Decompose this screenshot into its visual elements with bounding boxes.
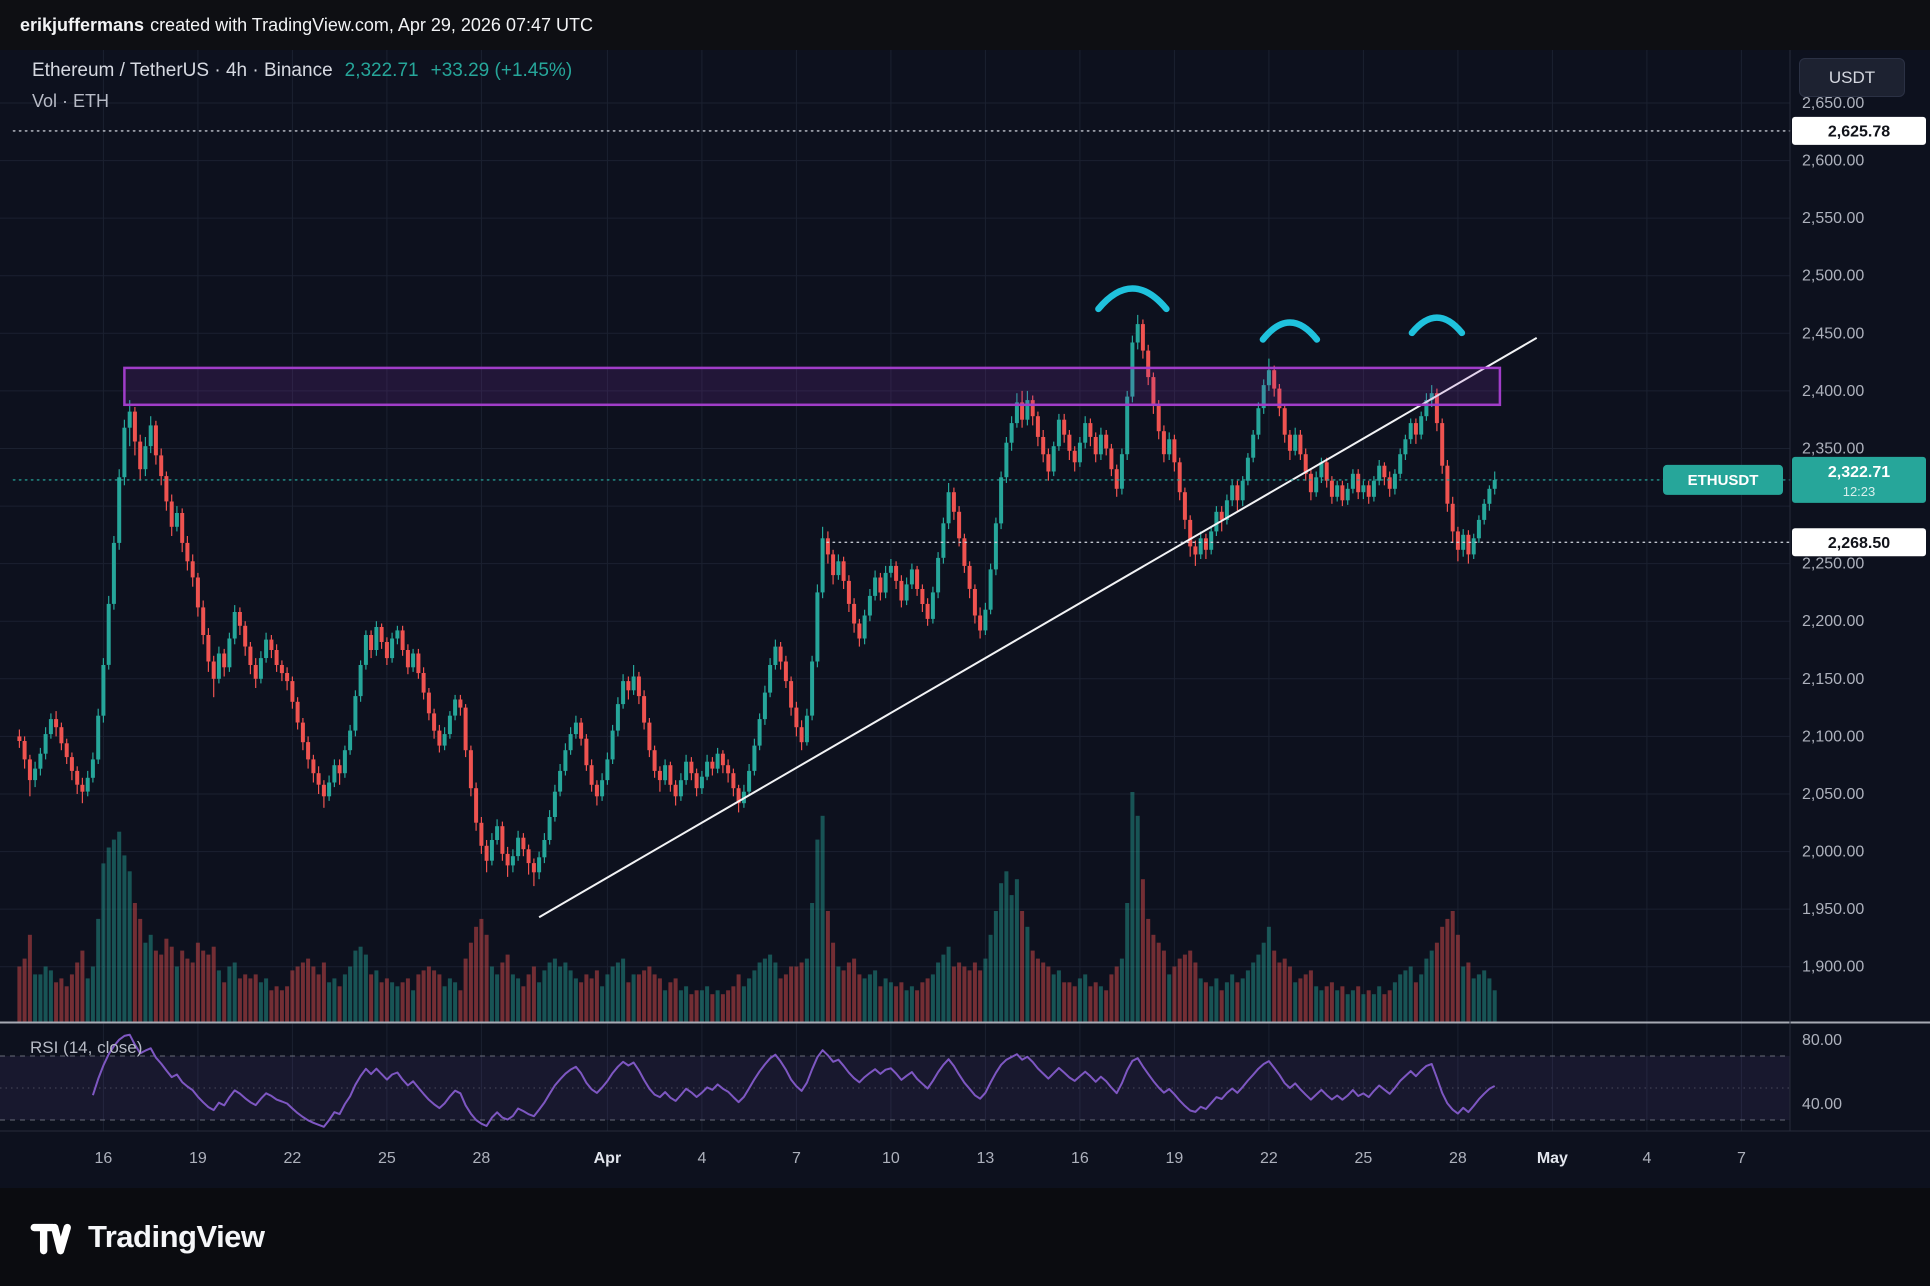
svg-text:28: 28 — [1449, 1150, 1467, 1167]
svg-text:2,050.00: 2,050.00 — [1802, 786, 1864, 803]
axis-badges: 2,625.78 2,268.50 ETHUSDT 2,322.71 12:23 — [1663, 116, 1926, 557]
svg-text:2,625.78: 2,625.78 — [1828, 123, 1890, 140]
svg-text:Apr: Apr — [594, 1150, 622, 1167]
svg-text:7: 7 — [792, 1150, 801, 1167]
price-line-badge — [1792, 116, 1926, 145]
footer: TradingView — [0, 1188, 1930, 1286]
svg-text:2,000.00: 2,000.00 — [1802, 844, 1864, 861]
svg-text:2,400.00: 2,400.00 — [1802, 383, 1864, 400]
attribution-bar: erikjuffermans created with TradingView.… — [0, 0, 1930, 50]
legend: Ethereum / TetherUS · 4h · Binance 2,322… — [32, 60, 572, 112]
arc-annotation[interactable] — [1259, 319, 1321, 343]
svg-text:80.00: 80.00 — [1802, 1032, 1842, 1049]
svg-text:28: 28 — [473, 1150, 491, 1167]
svg-text:2,200.00: 2,200.00 — [1802, 613, 1864, 630]
volume-layer — [17, 792, 1497, 1022]
pane-separators — [0, 50, 1930, 1132]
legend-change: +33.29 (+1.45%) — [430, 60, 573, 81]
rsi-line — [91, 1033, 1496, 1128]
volume-indicator-label[interactable]: Vol · ETH — [32, 91, 110, 111]
svg-text:2,550.00: 2,550.00 — [1802, 210, 1864, 227]
svg-text:1,950.00: 1,950.00 — [1802, 901, 1864, 918]
svg-text:2,650.00: 2,650.00 — [1802, 95, 1864, 112]
svg-text:2,350.00: 2,350.00 — [1802, 441, 1864, 458]
symbol-price-tag — [1663, 464, 1783, 495]
price-lines — [12, 130, 1791, 543]
svg-text:2,100.00: 2,100.00 — [1802, 728, 1864, 745]
svg-text:2,268.50: 2,268.50 — [1828, 535, 1890, 552]
attribution-text: created with TradingView.com, Apr 29, 20… — [150, 14, 593, 35]
svg-text:7: 7 — [1737, 1150, 1746, 1167]
currency-toggle-button[interactable]: USDT — [1799, 58, 1905, 97]
svg-text:4: 4 — [697, 1150, 706, 1167]
resistance-zone[interactable] — [123, 366, 1502, 407]
tradingview-brand[interactable]: TradingView — [88, 1219, 265, 1254]
arc-annotation[interactable] — [1408, 314, 1466, 337]
svg-text:2,450.00: 2,450.00 — [1802, 325, 1864, 342]
svg-text:10: 10 — [882, 1150, 900, 1167]
tradingview-logo-icon[interactable] — [30, 1216, 72, 1258]
svg-text:ETHUSDT: ETHUSDT — [1688, 472, 1759, 489]
symbol-title[interactable]: Ethereum / TetherUS · 4h · Binance — [32, 60, 333, 81]
svg-text:12:23: 12:23 — [1843, 484, 1876, 499]
svg-text:2,600.00: 2,600.00 — [1802, 153, 1864, 170]
rsi-pane: 80.00 40.00 — [0, 1032, 1842, 1128]
svg-text:25: 25 — [1355, 1150, 1373, 1167]
svg-text:22: 22 — [1260, 1150, 1278, 1167]
attribution-username: erikjuffermans — [20, 14, 145, 35]
svg-text:May: May — [1537, 1150, 1568, 1167]
time-axis[interactable]: 16 19 22 25 28 Apr 4 7 10 13 16 19 22 25 28 May 4 7 — [95, 1150, 1746, 1167]
rsi-indicator-label[interactable]: RSI (14, close) — [30, 1038, 143, 1057]
arc-annotation[interactable] — [1095, 285, 1170, 313]
svg-text:2,250.00: 2,250.00 — [1802, 556, 1864, 573]
svg-text:2,150.00: 2,150.00 — [1802, 671, 1864, 688]
svg-text:19: 19 — [189, 1150, 207, 1167]
svg-text:4: 4 — [1642, 1150, 1651, 1167]
price-axis[interactable]: 2,650.00 2,600.00 2,550.00 2,500.00 2,450.00… — [1802, 95, 1864, 976]
price-line-badge — [1792, 528, 1926, 557]
svg-text:16: 16 — [95, 1150, 113, 1167]
svg-text:19: 19 — [1166, 1150, 1184, 1167]
arc-annotations — [1095, 285, 1466, 343]
svg-text:25: 25 — [378, 1150, 396, 1167]
svg-text:22: 22 — [284, 1150, 302, 1167]
svg-text:40.00: 40.00 — [1802, 1096, 1842, 1113]
candles-layer — [17, 314, 1497, 887]
current-price-badge — [1792, 456, 1926, 503]
trendline[interactable] — [538, 337, 1538, 919]
grid-layer — [0, 50, 1790, 1131]
svg-text:2,322.71: 2,322.71 — [1828, 464, 1890, 481]
legend-last-price: 2,322.71 — [344, 60, 419, 81]
svg-text:1,900.00: 1,900.00 — [1802, 959, 1864, 976]
svg-text:13: 13 — [977, 1150, 995, 1167]
svg-text:2,500.00: 2,500.00 — [1802, 268, 1864, 285]
svg-text:16: 16 — [1071, 1150, 1089, 1167]
